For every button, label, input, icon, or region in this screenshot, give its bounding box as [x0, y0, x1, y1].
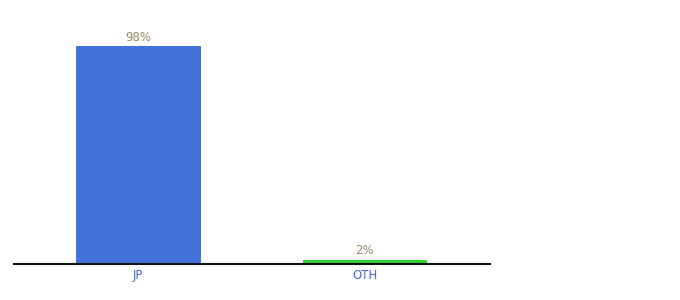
Bar [76, 46, 201, 264]
Text: 98%: 98% [125, 31, 151, 44]
Text: 2%: 2% [356, 244, 374, 257]
Bar [303, 260, 427, 264]
